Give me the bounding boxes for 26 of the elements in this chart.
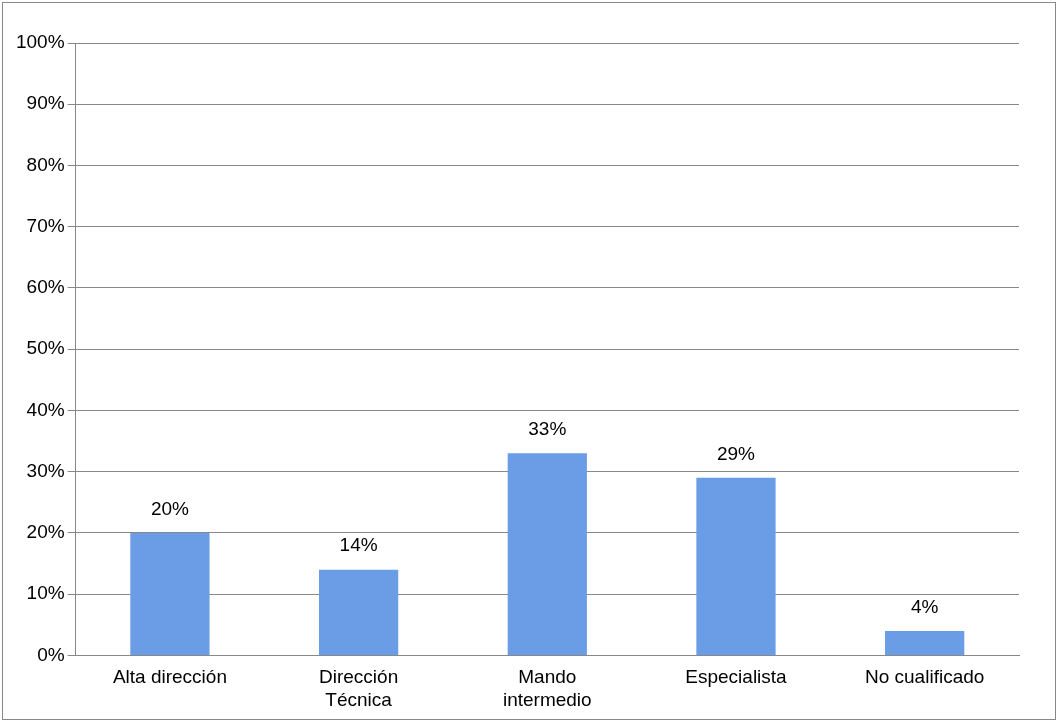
x-tick-label: Alta dirección: [112, 666, 227, 688]
y-tick-label: 20%: [26, 521, 65, 543]
y-tick-label: 50%: [26, 337, 65, 359]
data-label: 14%: [339, 534, 378, 556]
y-tick-label: 80%: [26, 153, 65, 175]
y-tick-label: 10%: [26, 582, 65, 604]
data-label: 33%: [528, 418, 567, 440]
x-tick-label: No cualificado: [864, 666, 985, 688]
x-tick-label: Mando intermedio: [502, 666, 592, 710]
bar: [318, 569, 399, 655]
x-tick-label: Dirección Técnica: [319, 666, 399, 710]
y-tick-label: 90%: [26, 92, 65, 114]
bar: [130, 532, 210, 655]
bar: [885, 630, 965, 655]
x-tick-label: Especialista: [685, 666, 788, 688]
bar: [507, 453, 587, 655]
y-tick-label: 40%: [26, 398, 65, 420]
y-tick-label: 60%: [26, 276, 65, 298]
data-label: 20%: [150, 497, 190, 519]
y-tick-label: 100%: [15, 31, 65, 53]
data-label: 29%: [716, 442, 756, 464]
y-tick-label: 30%: [26, 459, 65, 481]
y-tick-label: 70%: [26, 214, 65, 236]
data-label: 4%: [910, 595, 939, 617]
bar: [696, 477, 776, 655]
y-tick-label: 0%: [37, 643, 65, 665]
